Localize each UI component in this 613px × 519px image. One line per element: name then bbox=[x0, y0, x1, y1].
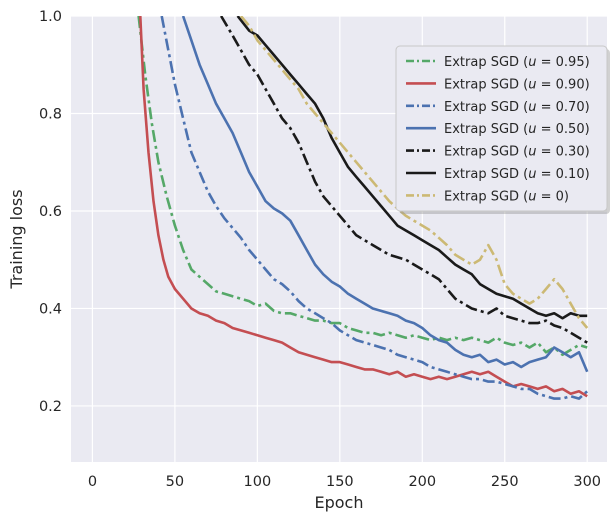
series-line-7 bbox=[239, 16, 589, 329]
x-tick-label: 250 bbox=[491, 474, 519, 490]
series-line-3 bbox=[160, 16, 589, 400]
series-lines bbox=[137, 16, 589, 400]
series-line-5 bbox=[219, 16, 588, 344]
legend-label: Extrap SGD (u = 0.30) bbox=[444, 145, 590, 160]
legend: Extrap SGD (u = 0.95) Extrap SGD (u = 0.9… bbox=[395, 45, 610, 214]
legend-label: Extrap SGD (u = 0.70) bbox=[444, 100, 590, 115]
legend-label: Extrap SGD (u = 0.50) bbox=[444, 122, 590, 137]
y-tick-label: 1.0 bbox=[39, 9, 62, 25]
x-axis-label: Epoch bbox=[315, 493, 364, 512]
y-axis-label: Training loss bbox=[7, 189, 26, 289]
tick-labels: 0 50 100 150 200 250 300 0.2 0.4 0.6 0.8 1.0 bbox=[39, 9, 601, 490]
x-tick-label: 300 bbox=[573, 474, 601, 490]
series-line-4 bbox=[181, 16, 589, 373]
legend-box bbox=[395, 45, 608, 212]
x-tick-label: 200 bbox=[408, 474, 436, 490]
x-tick-label: 0 bbox=[88, 474, 97, 490]
series-line-6 bbox=[236, 16, 588, 320]
legend-label: Extrap SGD (u = 0.90) bbox=[444, 77, 590, 92]
legend-label: Extrap SGD (u = 0.95) bbox=[444, 55, 590, 70]
x-tick-label: 150 bbox=[326, 474, 354, 490]
x-tick-label: 100 bbox=[244, 474, 272, 490]
legend-label: Extrap SGD (u = 0.10) bbox=[444, 167, 590, 182]
x-tick-label: 50 bbox=[166, 474, 184, 490]
series-line-1 bbox=[137, 16, 588, 357]
y-tick-label: 0.6 bbox=[39, 204, 62, 220]
y-tick-label: 0.2 bbox=[39, 399, 62, 415]
legend-label: Extrap SGD (u = 0) bbox=[444, 189, 569, 204]
y-tick-label: 0.8 bbox=[39, 106, 62, 122]
y-tick-label: 0.4 bbox=[39, 301, 62, 317]
